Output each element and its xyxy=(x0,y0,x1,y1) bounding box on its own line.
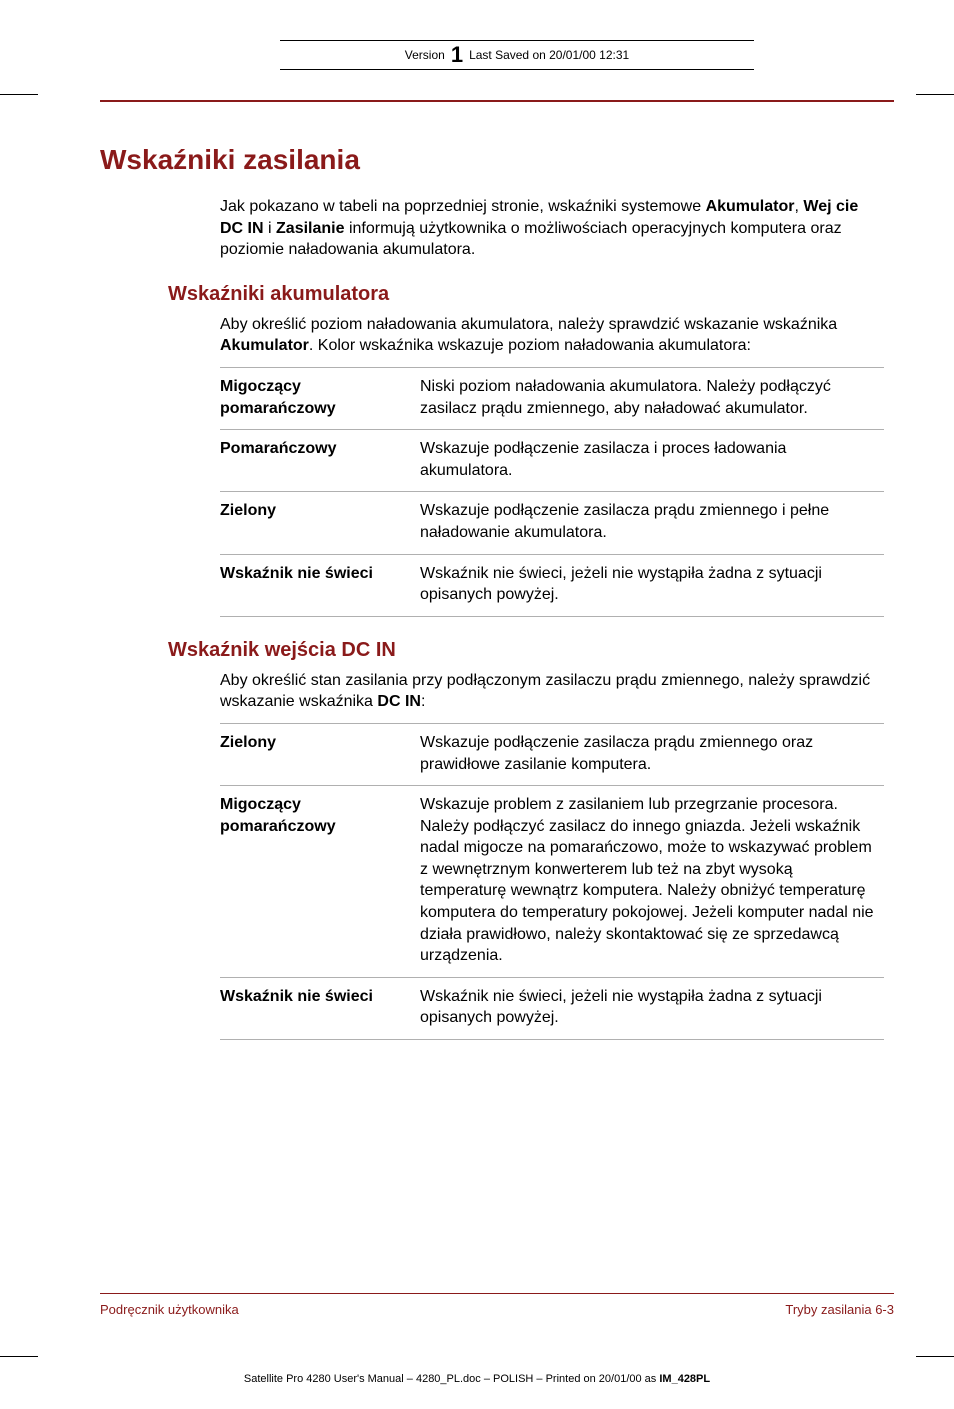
footer-rule xyxy=(100,1293,894,1294)
table-row: Wskaźnik nie świeciWskaźnik nie świeci, … xyxy=(220,554,884,616)
intro-paragraph: Jak pokazano w tabeli na poprzedniej str… xyxy=(220,196,884,261)
section2-intro: Aby określić stan zasilania przy podłącz… xyxy=(220,670,884,713)
row-desc: Wskazuje podłączenie zasilacza prądu zmi… xyxy=(420,723,884,785)
row-desc: Wskaźnik nie świeci, jeżeli nie wystąpił… xyxy=(420,977,884,1039)
version-number: 1 xyxy=(445,42,469,68)
row-label: Zielony xyxy=(220,723,420,785)
row-label: Wskaźnik nie świeci xyxy=(220,554,420,616)
table-row: Migoczący pomarańczowyWskazuje problem z… xyxy=(220,786,884,978)
crop-mark xyxy=(0,94,38,95)
section2-table: ZielonyWskazuje podłączenie zasilacza pr… xyxy=(220,723,884,1040)
last-saved: Last Saved on 20/01/00 12:31 xyxy=(469,48,629,62)
section1-tbody: Migoczący pomarańczowyNiski poziom naład… xyxy=(220,367,884,616)
crop-mark xyxy=(916,94,954,95)
content-area: Wskaźniki zasilania Jak pokazano w tabel… xyxy=(100,94,894,1040)
section2-body: Aby określić stan zasilania przy podłącz… xyxy=(220,670,884,1040)
crop-mark xyxy=(0,1356,38,1357)
intro-block: Jak pokazano w tabeli na poprzedniej str… xyxy=(220,196,884,261)
version-strip: Version 1 Last Saved on 20/01/00 12:31 xyxy=(280,40,754,70)
section2-heading: Wskaźnik wejścia DC IN xyxy=(168,639,894,662)
row-label: Migoczący pomarańczowy xyxy=(220,786,420,978)
table-row: PomarańczowyWskazuje podłączenie zasilac… xyxy=(220,430,884,492)
footer: Podręcznik użytkownika Tryby zasilania 6… xyxy=(100,1302,894,1317)
table-row: ZielonyWskazuje podłączenie zasilacza pr… xyxy=(220,723,884,785)
section1-table: Migoczący pomarańczowyNiski poziom naład… xyxy=(220,367,884,617)
row-label: Pomarańczowy xyxy=(220,430,420,492)
top-rule xyxy=(100,100,894,102)
crop-mark xyxy=(916,1356,954,1357)
row-desc: Wskazuje podłączenie zasilacza prądu zmi… xyxy=(420,492,884,554)
row-desc: Wskazuje problem z zasilaniem lub przegr… xyxy=(420,786,884,978)
footer-right: Tryby zasilania 6-3 xyxy=(785,1302,894,1317)
row-label: Wskaźnik nie świeci xyxy=(220,977,420,1039)
version-label: Version xyxy=(405,48,445,62)
table-row: Wskaźnik nie świeciWskaźnik nie świeci, … xyxy=(220,977,884,1039)
footer-left: Podręcznik użytkownika xyxy=(100,1302,239,1317)
table-row: ZielonyWskazuje podłączenie zasilacza pr… xyxy=(220,492,884,554)
table-row: Migoczący pomarańczowyNiski poziom naład… xyxy=(220,367,884,429)
page: Version 1 Last Saved on 20/01/00 12:31 W… xyxy=(0,0,954,1409)
section2-tbody: ZielonyWskazuje podłączenie zasilacza pr… xyxy=(220,723,884,1039)
section1-heading: Wskaźniki akumulatora xyxy=(168,283,894,306)
row-desc: Wskazuje podłączenie zasilacza i proces … xyxy=(420,430,884,492)
row-label: Migoczący pomarańczowy xyxy=(220,367,420,429)
page-title: Wskaźniki zasilania xyxy=(100,144,894,176)
section1-body: Aby określić poziom naładowania akumulat… xyxy=(220,314,884,617)
print-line: Satellite Pro 4280 User's Manual – 4280_… xyxy=(0,1373,954,1385)
row-label: Zielony xyxy=(220,492,420,554)
section1-intro: Aby określić poziom naładowania akumulat… xyxy=(220,314,884,357)
row-desc: Wskaźnik nie świeci, jeżeli nie wystąpił… xyxy=(420,554,884,616)
row-desc: Niski poziom naładowania akumulatora. Na… xyxy=(420,367,884,429)
